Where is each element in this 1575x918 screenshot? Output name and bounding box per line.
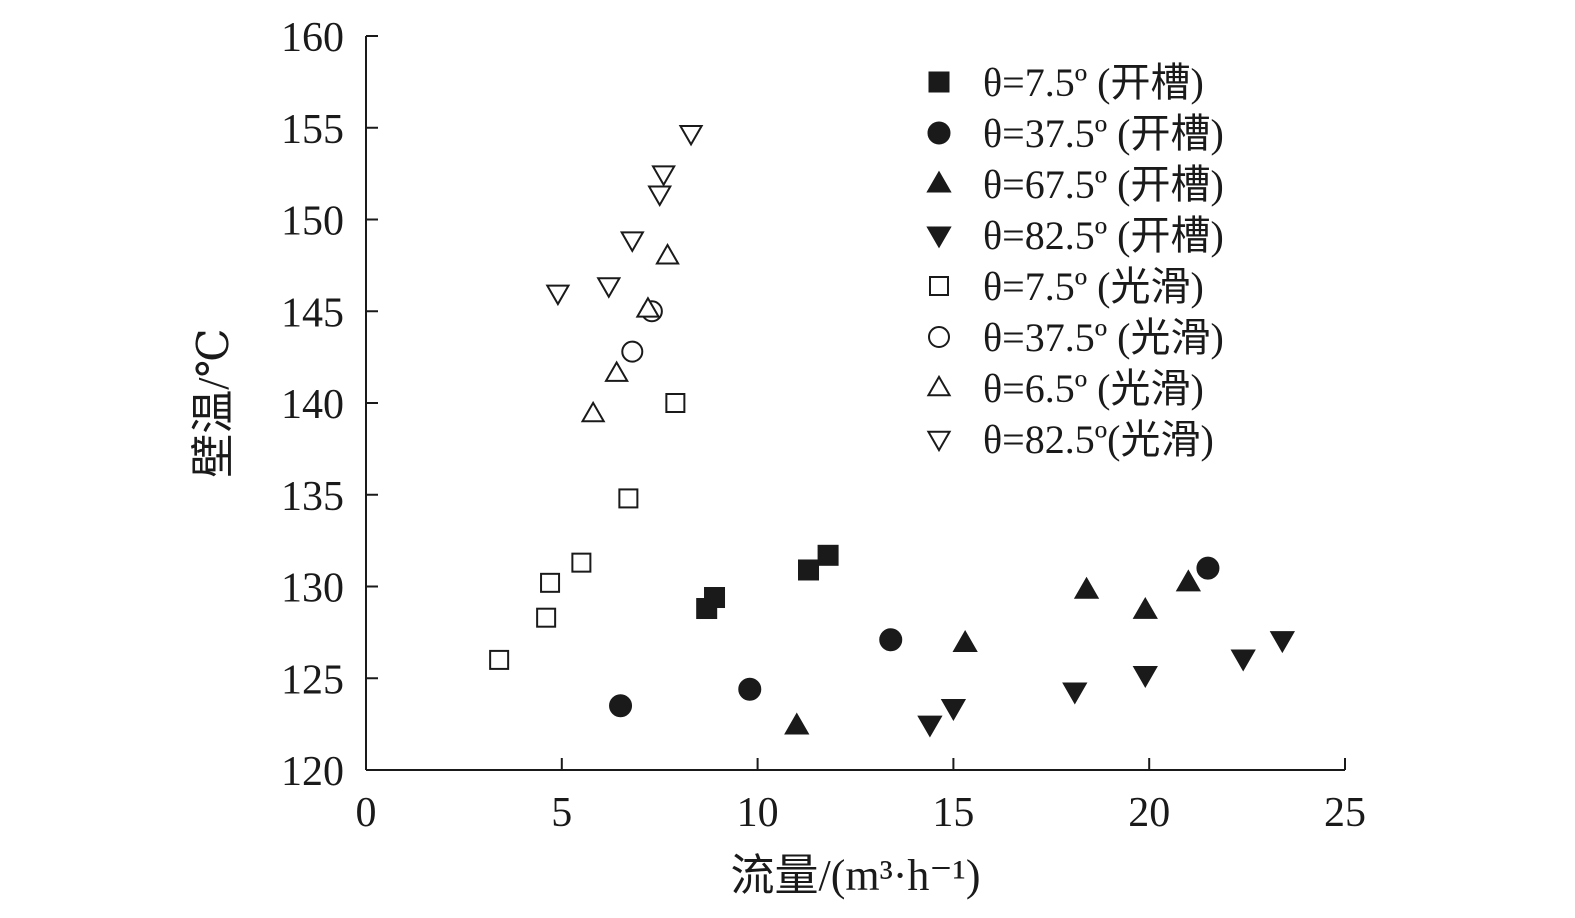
legend-label: θ=6.5º (光滑): [983, 366, 1204, 411]
legend-label: θ=82.5º(光滑): [983, 417, 1214, 462]
x-tick-label: 20: [1128, 790, 1170, 836]
legend-marker: [926, 374, 952, 397]
y-tick-label: 130: [281, 566, 344, 612]
data-point: [604, 360, 629, 382]
legend-marker: [928, 326, 950, 348]
data-point: [678, 125, 704, 147]
legend-label: θ=37.5º (开槽): [983, 111, 1224, 156]
data-point: [1132, 596, 1158, 619]
data-point: [619, 231, 645, 253]
data-point: [1132, 666, 1158, 688]
y-tick-label: 135: [281, 474, 344, 520]
data-point: [489, 649, 510, 670]
legend: θ=7.5º (开槽) θ=37.5º (开槽) θ=67.5º (开槽) θ=82.…: [926, 60, 1224, 462]
data-point: [545, 284, 571, 307]
x-tick-label: 25: [1324, 790, 1366, 836]
legend-label: θ=37.5º (光滑): [983, 315, 1224, 360]
y-tick-label: 120: [281, 749, 344, 795]
legend-label: θ=7.5º (光滑): [983, 264, 1204, 309]
data-point: [665, 393, 686, 413]
data-point: [609, 694, 633, 718]
data-point: [917, 715, 943, 738]
data-point: [940, 699, 967, 722]
data-point: [571, 552, 592, 573]
legend-marker: [926, 226, 952, 249]
data-point: [879, 628, 903, 652]
data-point: [784, 712, 810, 735]
data-point: [621, 340, 644, 363]
data-point: [647, 185, 673, 207]
data-point: [1269, 631, 1295, 654]
data-point: [596, 277, 622, 299]
x-tick-label: 0: [356, 790, 377, 836]
legend-marker: [928, 71, 950, 93]
data-point: [536, 607, 557, 628]
data-point: [635, 296, 661, 318]
y-tick-label: 125: [281, 657, 344, 703]
data-point: [540, 572, 561, 593]
x-axis-title: 流量/(m³·h⁻¹): [730, 851, 980, 900]
legend-marker: [929, 276, 949, 296]
data-point: [1196, 556, 1220, 580]
data-point: [1175, 569, 1202, 592]
data-point: [1073, 576, 1100, 599]
data-point: [704, 587, 726, 609]
data-point: [618, 488, 639, 509]
data-point: [580, 400, 606, 423]
x-tick-label: 15: [932, 790, 974, 836]
x-tick-label: 10: [737, 790, 779, 836]
legend-marker: [926, 170, 952, 193]
data-point: [817, 544, 839, 566]
data-point: [651, 165, 676, 187]
y-tick-label: 140: [281, 382, 344, 428]
data-point: [798, 559, 820, 581]
data-points: [489, 125, 1295, 738]
legend-label: θ=82.5º (开槽): [983, 213, 1224, 258]
x-tick-label: 5: [551, 790, 572, 836]
y-tick-label: 150: [281, 199, 344, 245]
legend-label: θ=67.5º (开槽): [983, 162, 1224, 207]
data-point: [1230, 649, 1256, 672]
data-point: [738, 677, 762, 701]
legend-marker: [927, 121, 951, 145]
data-point: [655, 243, 680, 265]
y-tick-label: 155: [281, 107, 344, 153]
ticks: 0 5 10 15 20 25 120 125 130 135 140 145 150 155 160: [281, 15, 1366, 836]
y-tick-label: 145: [281, 290, 344, 336]
data-point: [1062, 682, 1088, 705]
legend-marker: [926, 430, 952, 453]
y-tick-label: 160: [281, 15, 344, 61]
data-point: [952, 629, 978, 652]
y-axis-title: 壁温/℃: [189, 328, 238, 477]
legend-label: θ=7.5º (开槽): [983, 60, 1204, 105]
